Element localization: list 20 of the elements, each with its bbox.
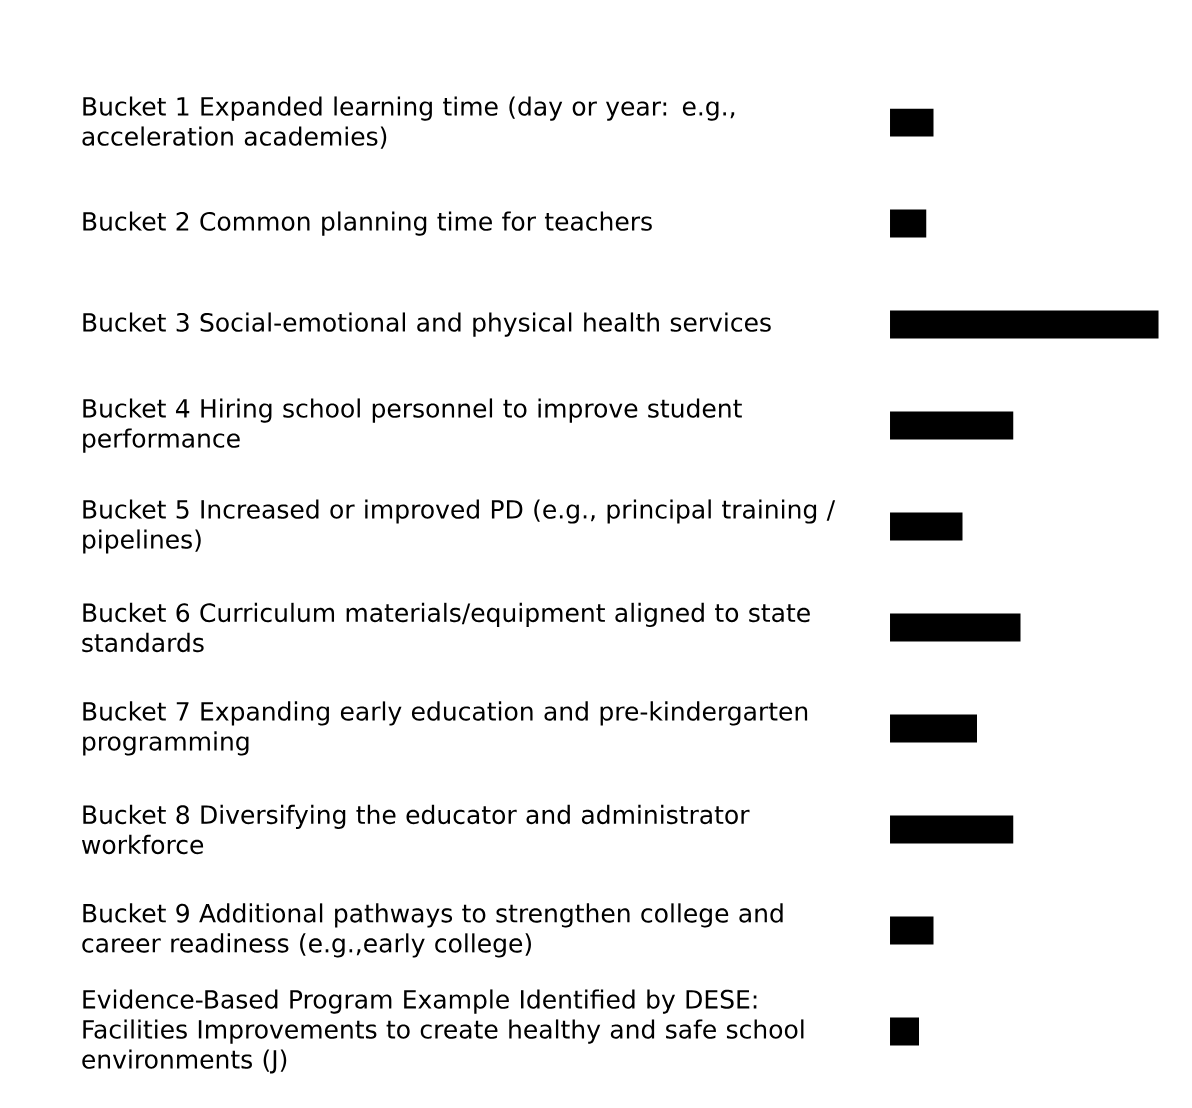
y-tick-label: Bucket 5 Increased or improved PD (e.g., principal training / pipelines) [83, 499, 836, 554]
bar [890, 1017, 920, 1046]
bar [890, 411, 1014, 440]
y-tick-label: Bucket 3 Social-emotional and physical health services [83, 312, 771, 337]
bar [890, 815, 1014, 844]
bar [890, 209, 927, 238]
bar [890, 310, 1159, 339]
y-tick-label: Evidence-Based Program Example Identified by DESE: Facilities Improvements to create healthy and safe school environments (J) [82, 989, 804, 1074]
bar [890, 714, 978, 743]
bar [890, 613, 1021, 642]
y-tick-label: Bucket 4 Hiring school personnel to improve student performance [83, 398, 742, 453]
y-tick-label: Bucket 9 Additional pathways to strengthen college and career readiness (e.g.,early college) [82, 903, 783, 958]
y-tick-label: Bucket 8 Diversifying the educator and administrator workforce [81, 804, 750, 855]
bar [890, 512, 963, 541]
bar [890, 916, 934, 945]
y-tick-label: Bucket 7 Expanding early education and pre-kindergarten programming [83, 701, 808, 756]
y-tick-label: Bucket 2 Common planning time for teachers [83, 211, 652, 236]
y-tick-label: Bucket 1 Expanded learning time (day or year: e.g., acceleration academies) [82, 96, 735, 149]
y-tick-label: Bucket 6 Curriculum materials/equipment aligned to state standards [82, 602, 810, 653]
bar [890, 108, 934, 137]
